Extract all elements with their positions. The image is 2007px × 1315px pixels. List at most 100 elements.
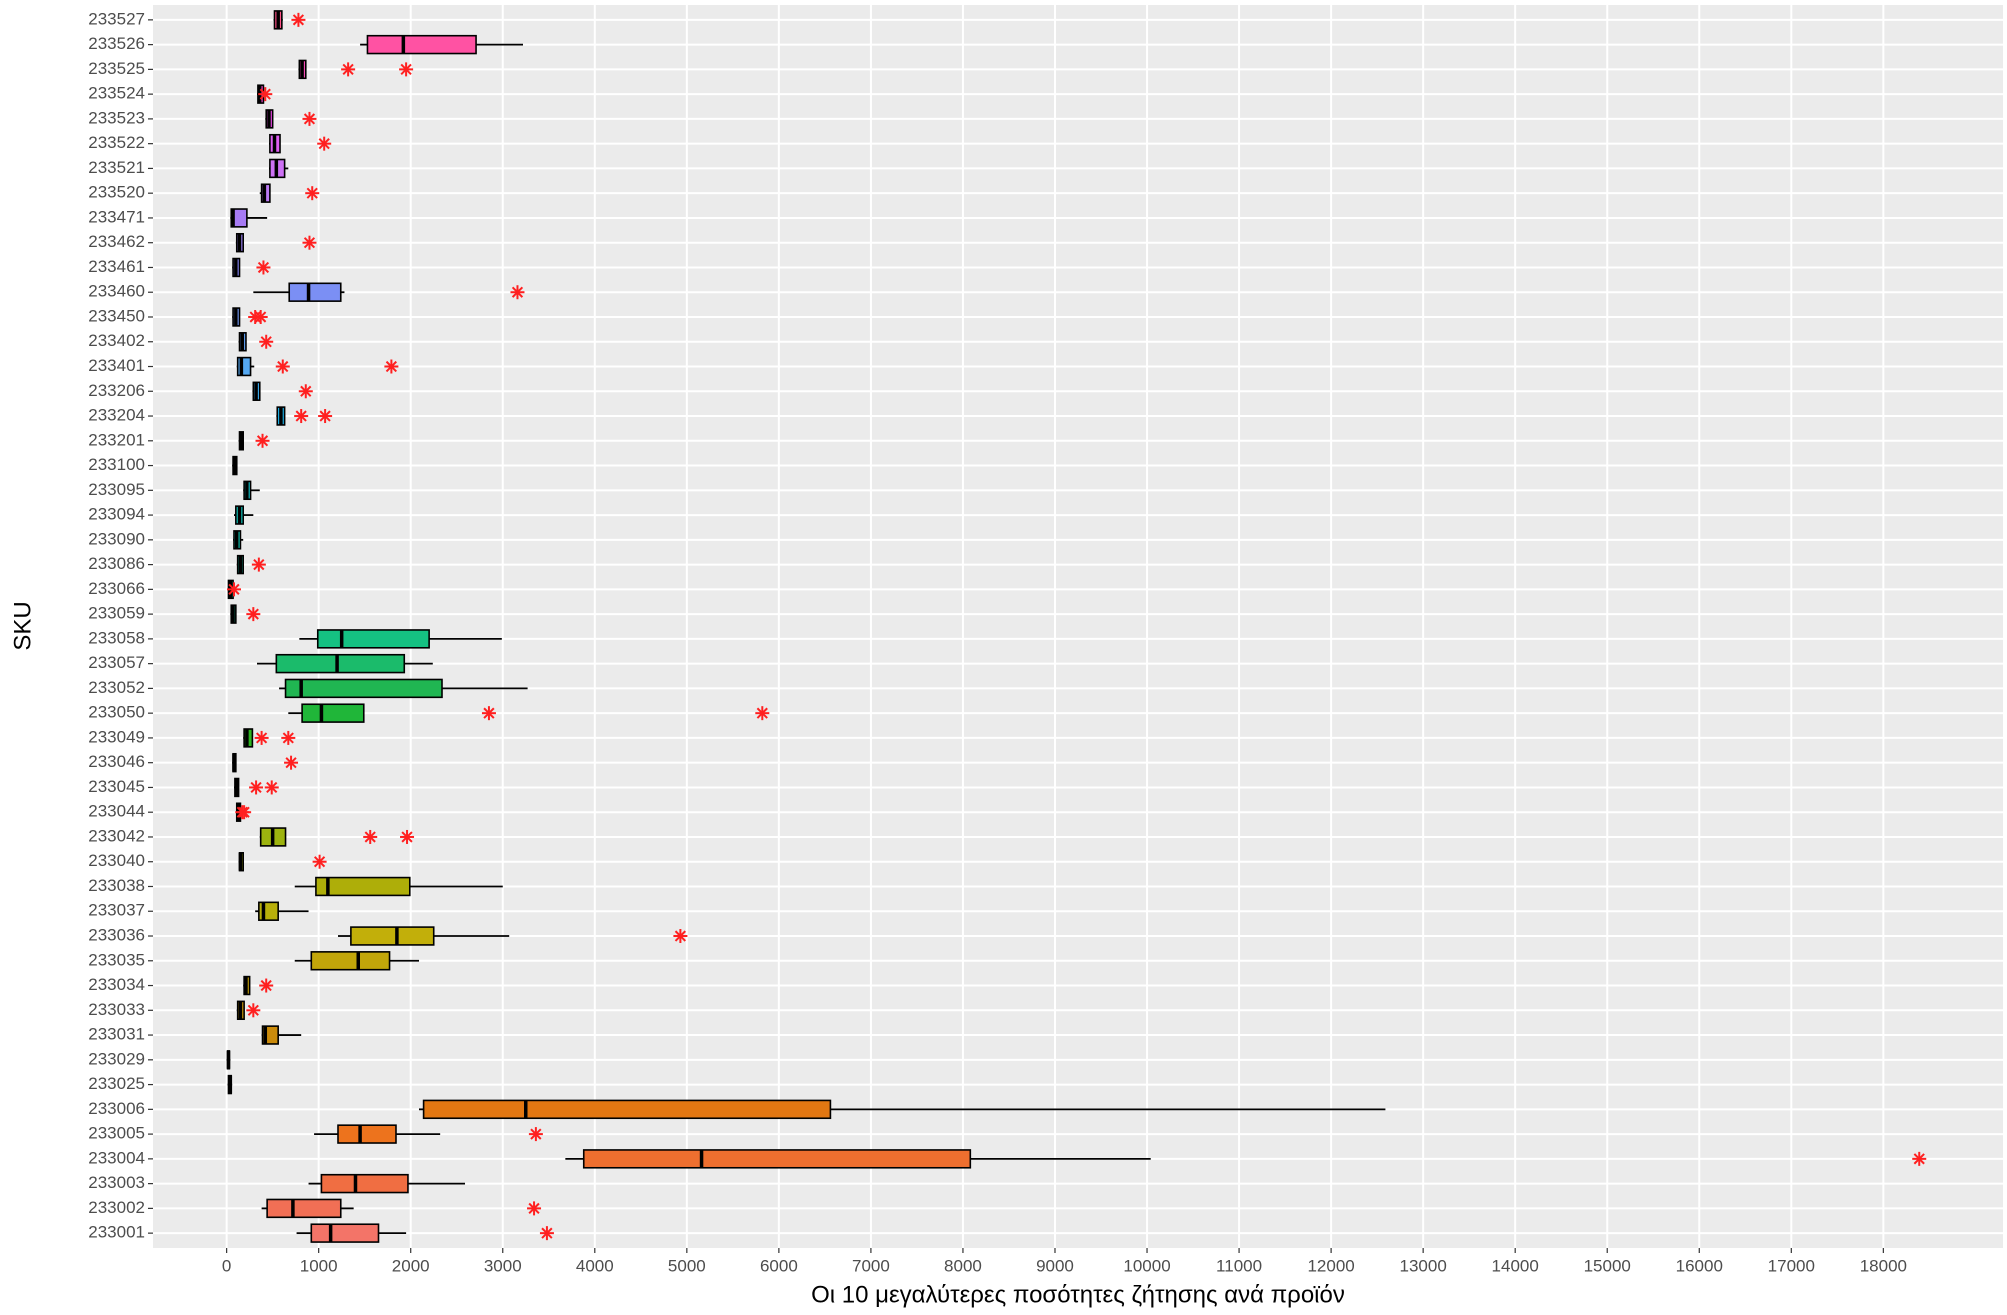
x-tick-label: 13000 <box>1400 1256 1447 1275</box>
y-tick-label: 233461 <box>88 257 145 276</box>
outlier-stroke <box>250 781 262 794</box>
outlier <box>294 409 309 424</box>
y-tick-label: 233034 <box>88 975 145 994</box>
box <box>288 282 342 302</box>
outlier <box>305 186 320 201</box>
outlier <box>302 235 317 250</box>
x-tick-label: 15000 <box>1584 1256 1631 1275</box>
outlier-stroke <box>260 979 272 992</box>
outlier <box>251 557 266 572</box>
outlier <box>363 829 378 844</box>
outlier <box>291 12 306 27</box>
y-tick-label: 233025 <box>88 1074 145 1093</box>
outlier <box>317 136 332 151</box>
box <box>316 629 430 649</box>
outlier <box>258 87 273 102</box>
y-tick-label: 233206 <box>88 381 145 400</box>
outlier <box>256 260 271 275</box>
y-tick-label: 233522 <box>88 133 145 152</box>
box <box>284 678 443 699</box>
outlier-stroke <box>292 14 305 26</box>
outlier-stroke <box>342 63 354 75</box>
box <box>275 653 406 674</box>
box <box>310 951 391 971</box>
outlier <box>237 805 252 820</box>
y-tick-label: 233038 <box>88 876 145 895</box>
y-tick-label: 233036 <box>88 925 145 944</box>
y-tick-label: 233031 <box>88 1025 145 1044</box>
box <box>301 703 365 723</box>
y-tick-label: 233045 <box>88 777 145 796</box>
x-tick-label: 10000 <box>1123 1256 1170 1275</box>
outlier <box>312 854 327 869</box>
outlier-stroke <box>266 781 278 794</box>
x-tick-label: 8000 <box>944 1256 982 1275</box>
box <box>310 1223 380 1243</box>
x-tick-label: 11000 <box>1216 1256 1262 1275</box>
y-tick-label: 233046 <box>88 752 145 771</box>
outlier <box>226 582 241 597</box>
outlier-stroke <box>306 187 318 199</box>
x-tick-label: 16000 <box>1676 1256 1723 1275</box>
y-tick-label: 233086 <box>88 554 145 573</box>
box <box>582 1149 972 1169</box>
outlier-stroke <box>319 410 331 422</box>
outlier <box>481 706 496 721</box>
y-tick-label: 233523 <box>88 108 145 127</box>
y-tick-label: 233001 <box>88 1223 145 1242</box>
x-tick-label: 7000 <box>852 1256 890 1275</box>
outlier-stroke <box>528 1202 540 1214</box>
x-tick-label: 17000 <box>1768 1256 1815 1275</box>
box <box>337 1124 397 1144</box>
y-tick-label: 233066 <box>88 579 145 598</box>
x-tick-label: 3000 <box>484 1256 522 1275</box>
outlier <box>254 730 269 745</box>
y-tick-label: 233042 <box>88 826 145 845</box>
outlier-stroke <box>318 138 330 150</box>
outlier <box>384 359 399 374</box>
outlier <box>259 334 274 349</box>
outlier-stroke <box>364 831 376 843</box>
outlier-stroke <box>1913 1153 1925 1165</box>
outlier-stroke <box>674 930 686 942</box>
y-tick-label: 233004 <box>88 1148 145 1167</box>
outlier-stroke <box>385 360 397 373</box>
outlier-stroke <box>401 831 413 843</box>
outlier-stroke <box>483 707 495 719</box>
x-tick-label: 12000 <box>1307 1256 1354 1275</box>
outlier <box>246 1003 261 1018</box>
box <box>320 1173 409 1194</box>
x-tick-label: 1000 <box>300 1256 338 1275</box>
outlier-stroke <box>300 385 312 397</box>
outlier <box>264 780 279 795</box>
y-tick-label: 233037 <box>88 901 145 920</box>
y-tick-label: 233201 <box>88 430 145 449</box>
outlier-stroke <box>400 63 412 75</box>
outlier-stroke <box>256 435 269 447</box>
outlier-stroke <box>257 261 270 274</box>
y-tick-label: 233035 <box>88 950 145 969</box>
box <box>315 876 411 897</box>
y-tick-label: 233460 <box>88 282 145 301</box>
outlier <box>510 285 525 300</box>
panel <box>153 5 2003 1248</box>
outlier <box>399 62 414 77</box>
box <box>366 34 477 55</box>
box <box>422 1099 832 1120</box>
outlier <box>318 409 333 424</box>
outlier <box>249 780 264 795</box>
box <box>266 1198 342 1219</box>
outlier <box>673 929 688 944</box>
y-tick-label: 233471 <box>88 207 145 226</box>
outlier <box>246 607 261 622</box>
outlier-stroke <box>295 410 307 422</box>
outlier <box>275 359 290 374</box>
outlier <box>298 384 313 399</box>
outlier <box>528 1127 543 1142</box>
y-tick-label: 233059 <box>88 604 145 623</box>
outlier-stroke <box>260 336 272 348</box>
y-tick-label: 233520 <box>88 183 145 202</box>
y-tick-label: 233006 <box>88 1099 145 1118</box>
x-tick-label: 4000 <box>576 1256 614 1275</box>
